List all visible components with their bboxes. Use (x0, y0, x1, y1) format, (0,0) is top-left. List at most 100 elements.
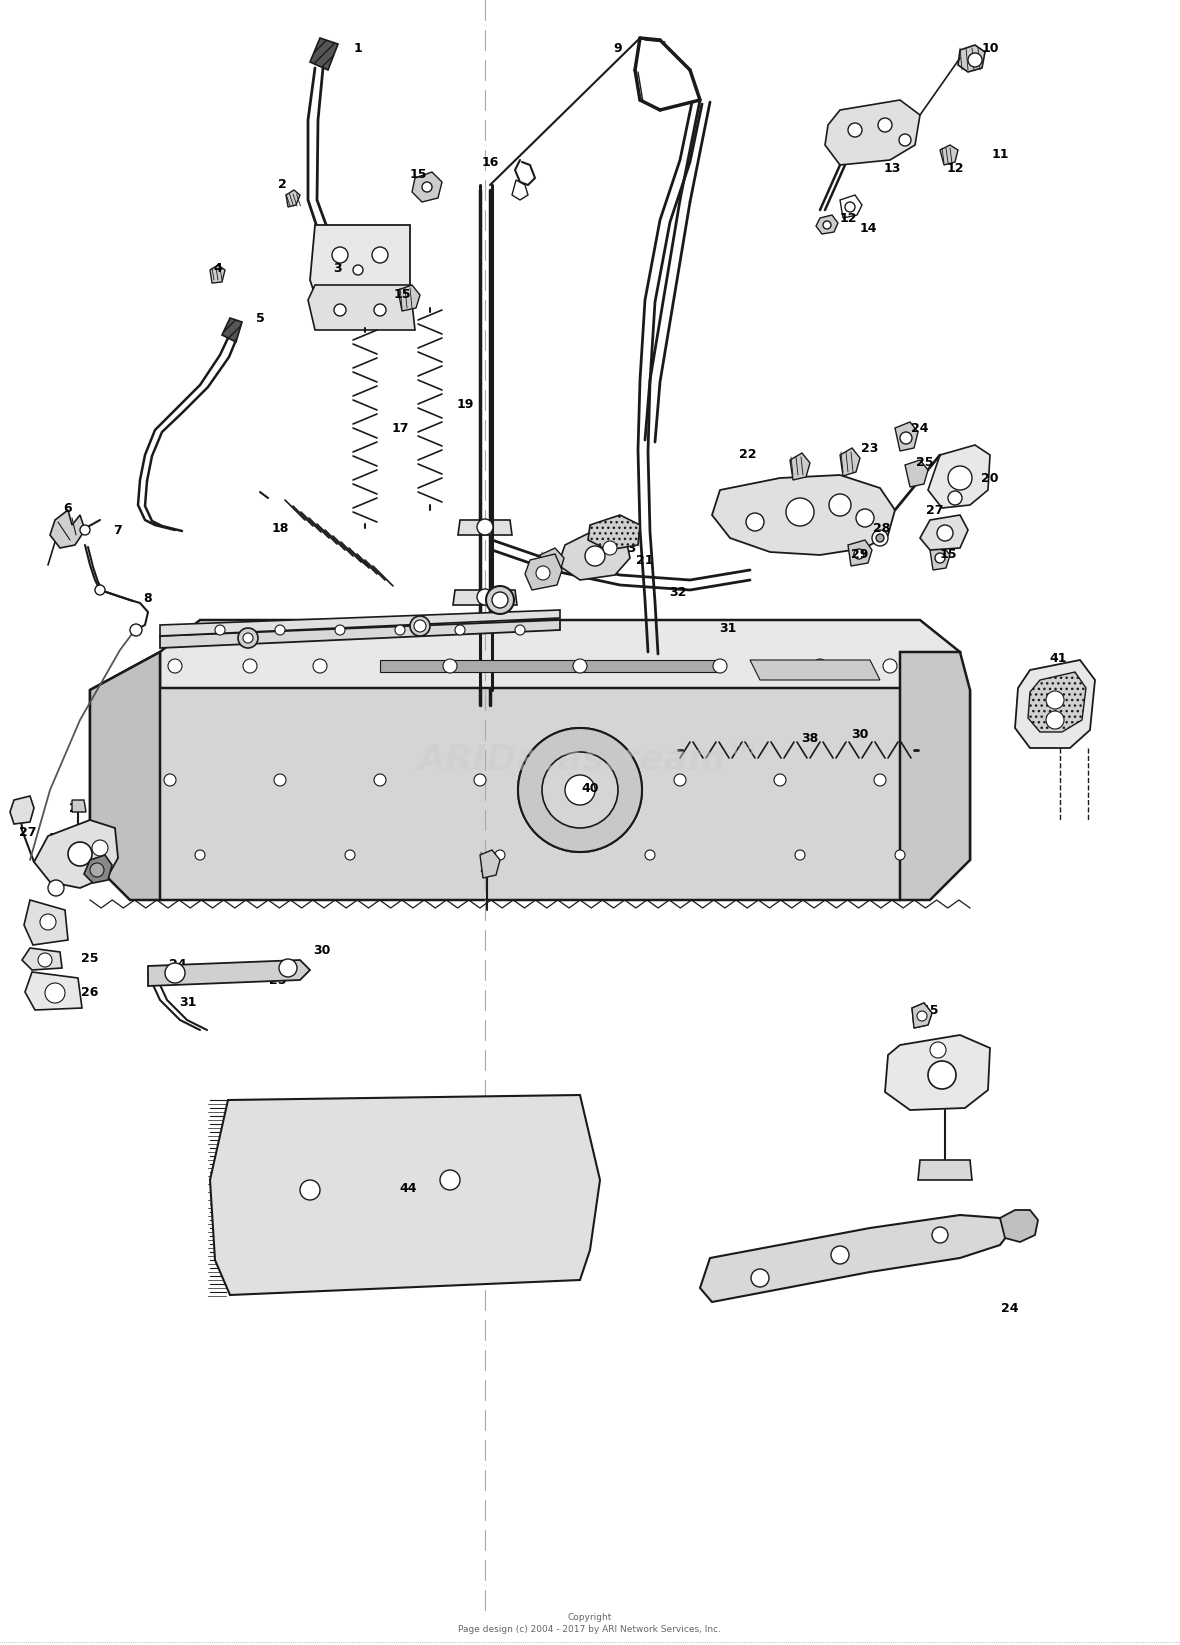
Circle shape (477, 589, 493, 605)
Text: 15: 15 (409, 168, 427, 181)
Polygon shape (148, 961, 310, 985)
Text: 5: 5 (256, 311, 264, 324)
Text: 40: 40 (582, 781, 598, 795)
Polygon shape (34, 819, 118, 888)
Polygon shape (222, 317, 242, 342)
Polygon shape (310, 225, 409, 294)
Polygon shape (927, 446, 990, 508)
Text: 35: 35 (609, 533, 627, 546)
Circle shape (38, 952, 52, 967)
Polygon shape (84, 855, 112, 883)
Circle shape (948, 490, 962, 505)
Text: 29: 29 (851, 548, 868, 561)
Polygon shape (848, 540, 872, 566)
Circle shape (313, 660, 327, 673)
Text: 39: 39 (479, 862, 497, 875)
Circle shape (603, 541, 617, 554)
Text: 25: 25 (81, 951, 99, 964)
Circle shape (937, 525, 953, 541)
Text: 3: 3 (334, 262, 342, 275)
Circle shape (40, 915, 55, 929)
Circle shape (746, 513, 763, 531)
Text: 1: 1 (354, 41, 362, 54)
Circle shape (848, 123, 863, 137)
Circle shape (477, 520, 493, 535)
Text: 12: 12 (946, 161, 964, 174)
Circle shape (168, 660, 182, 673)
Polygon shape (930, 544, 950, 571)
Circle shape (353, 265, 363, 275)
Circle shape (68, 842, 92, 865)
Text: 25: 25 (916, 456, 933, 469)
Circle shape (542, 752, 618, 827)
Circle shape (300, 1179, 320, 1199)
Polygon shape (72, 799, 86, 813)
Text: 6: 6 (64, 502, 72, 515)
Text: 28: 28 (873, 521, 891, 535)
Circle shape (872, 530, 889, 546)
Circle shape (674, 775, 686, 786)
Polygon shape (160, 610, 560, 637)
Polygon shape (160, 620, 961, 688)
Polygon shape (90, 651, 160, 900)
Polygon shape (380, 660, 720, 673)
Circle shape (238, 628, 258, 648)
Circle shape (414, 620, 426, 632)
Text: 31: 31 (179, 995, 197, 1008)
Text: 25: 25 (269, 974, 287, 987)
Circle shape (894, 850, 905, 860)
Circle shape (565, 775, 595, 804)
Text: 12: 12 (839, 212, 857, 224)
Polygon shape (912, 1003, 932, 1028)
Circle shape (518, 729, 642, 852)
Circle shape (494, 850, 505, 860)
Circle shape (856, 508, 874, 526)
Text: Copyright: Copyright (568, 1614, 612, 1622)
Text: 32: 32 (86, 844, 104, 857)
Polygon shape (825, 100, 920, 164)
Circle shape (90, 864, 104, 877)
Circle shape (536, 566, 550, 581)
Text: 21: 21 (636, 553, 654, 566)
Text: 15: 15 (393, 288, 411, 301)
Text: 27: 27 (19, 826, 37, 839)
Polygon shape (750, 660, 880, 679)
Polygon shape (540, 548, 564, 576)
Text: 24: 24 (169, 959, 186, 972)
Circle shape (831, 1245, 848, 1263)
Circle shape (195, 850, 205, 860)
Circle shape (874, 775, 886, 786)
Circle shape (813, 660, 827, 673)
Polygon shape (25, 972, 81, 1010)
Circle shape (164, 775, 176, 786)
Text: 13: 13 (884, 161, 900, 174)
Text: 37: 37 (189, 632, 206, 645)
Text: 8: 8 (144, 592, 152, 604)
Text: 4: 4 (214, 262, 222, 275)
Circle shape (440, 1170, 460, 1189)
Circle shape (822, 220, 831, 229)
Circle shape (932, 1227, 948, 1244)
Circle shape (917, 1012, 927, 1022)
Circle shape (750, 1268, 769, 1286)
Circle shape (492, 592, 509, 609)
Circle shape (455, 625, 465, 635)
Circle shape (927, 1061, 956, 1089)
Circle shape (278, 959, 297, 977)
Circle shape (573, 660, 586, 673)
Text: 22: 22 (70, 801, 87, 814)
Polygon shape (558, 530, 630, 581)
Circle shape (80, 525, 90, 535)
Circle shape (948, 466, 972, 490)
Text: 43: 43 (743, 1252, 761, 1265)
Circle shape (854, 549, 864, 559)
Circle shape (542, 752, 618, 827)
Polygon shape (308, 285, 415, 331)
Polygon shape (940, 145, 958, 164)
Polygon shape (90, 651, 970, 900)
Text: 11: 11 (991, 148, 1009, 161)
Text: 33: 33 (620, 541, 637, 554)
Polygon shape (1028, 673, 1086, 732)
Text: 32: 32 (669, 586, 687, 599)
Circle shape (243, 633, 253, 643)
